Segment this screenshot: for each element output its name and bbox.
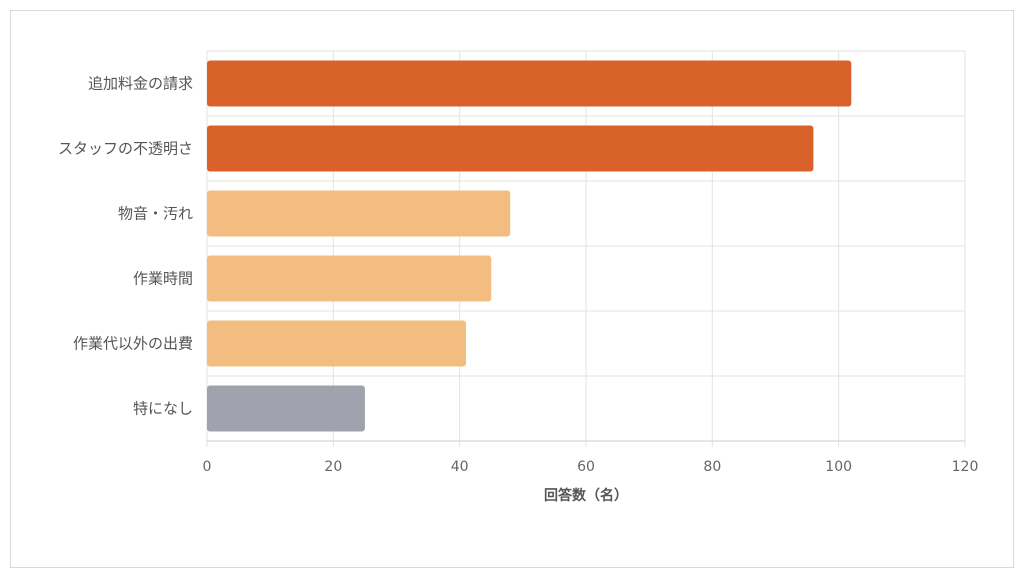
x-tick-label: 20 bbox=[324, 459, 342, 475]
bar bbox=[207, 255, 492, 302]
x-tick-label: 60 bbox=[577, 459, 595, 475]
x-tick-label: 0 bbox=[203, 459, 212, 475]
x-tick-label: 80 bbox=[703, 459, 721, 475]
x-tick-label: 100 bbox=[825, 459, 852, 475]
category-label: 追加料金の請求 bbox=[88, 75, 193, 93]
bars bbox=[207, 60, 852, 432]
bar bbox=[207, 320, 466, 367]
bar bbox=[207, 190, 511, 237]
category-label: 作業時間 bbox=[133, 270, 193, 288]
category-label: 作業代以外の出費 bbox=[73, 335, 193, 353]
gridlines bbox=[206, 50, 966, 447]
category-label: 物音・汚れ bbox=[118, 205, 193, 223]
bar bbox=[207, 125, 814, 172]
bar bbox=[207, 385, 365, 432]
x-tick-labels: 0 20 40 60 80 100 120 bbox=[203, 459, 979, 475]
bar bbox=[207, 60, 852, 107]
category-label: スタッフの不透明さ bbox=[58, 140, 193, 158]
x-tick-label: 120 bbox=[952, 459, 979, 475]
x-axis-title: 回答数（名） bbox=[544, 487, 628, 504]
x-tick-label: 40 bbox=[451, 459, 469, 475]
category-label: 特になし bbox=[133, 400, 193, 418]
